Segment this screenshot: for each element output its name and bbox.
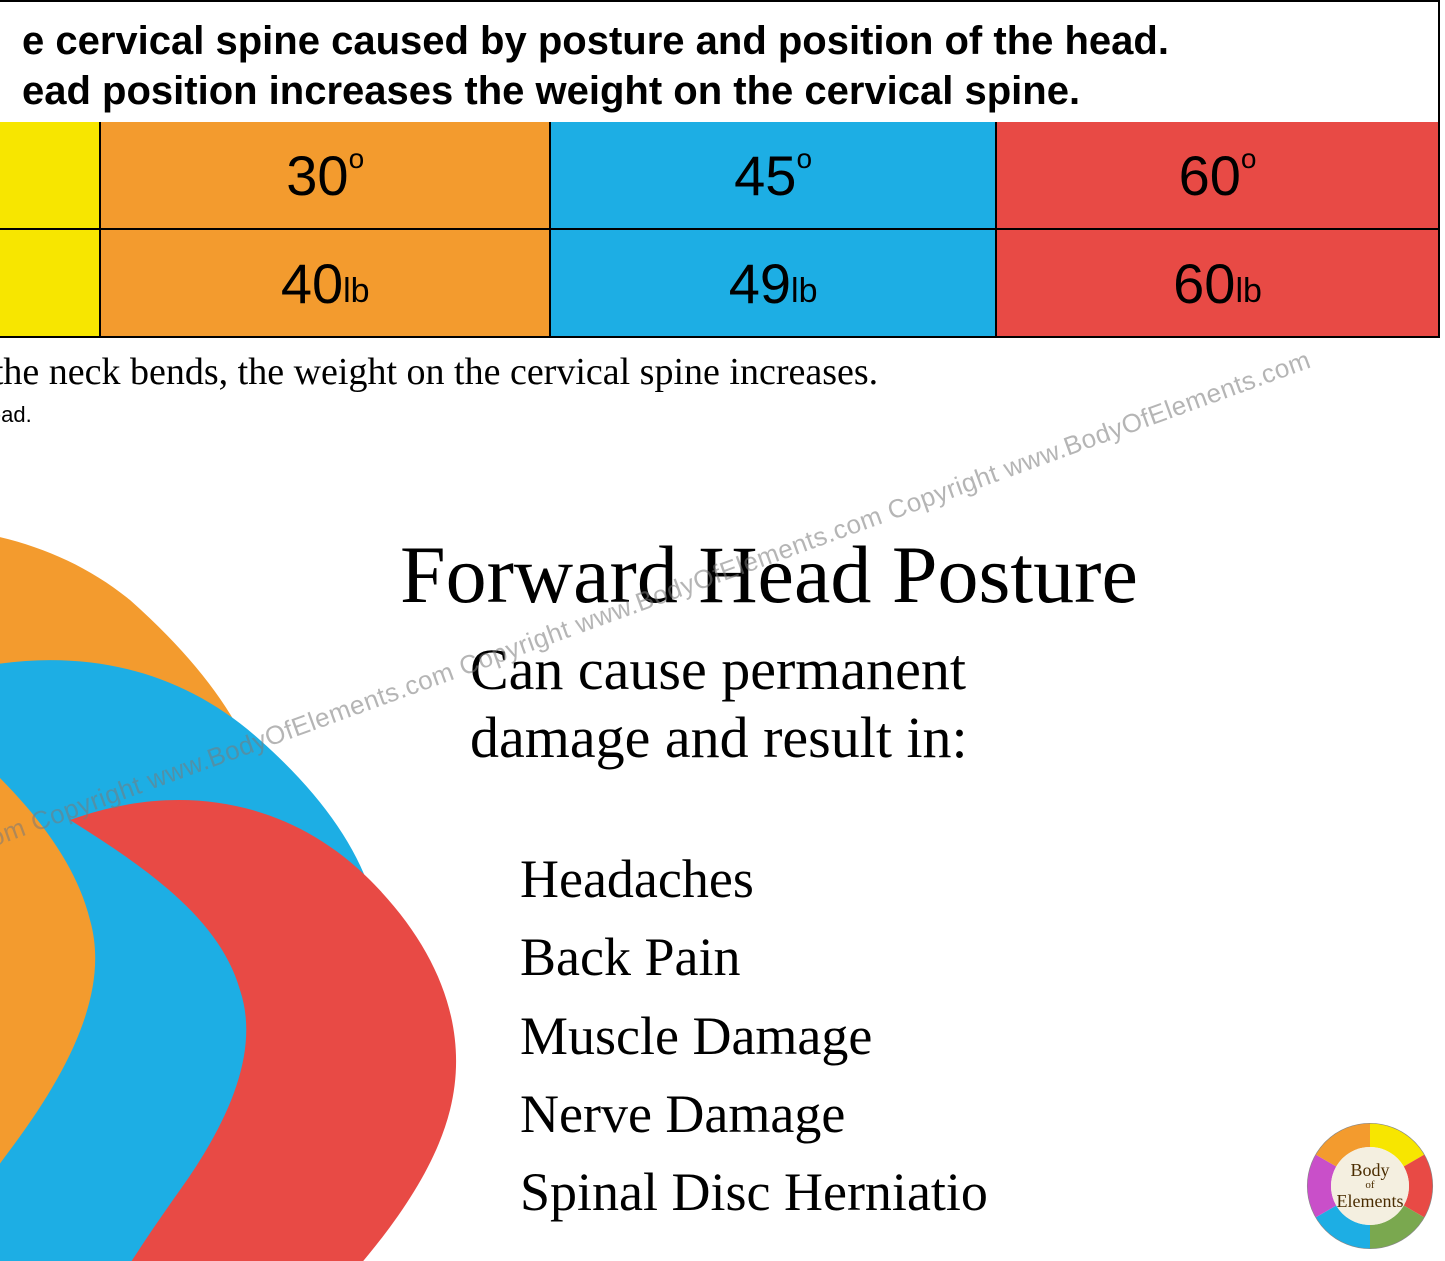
header-box: e cervical spine caused by posture and p…: [0, 0, 1440, 132]
table-cell: 60lb: [995, 230, 1440, 336]
symptom-list: HeadachesBack PainMuscle DamageNerve Dam…: [520, 840, 988, 1231]
posture-silhouette-graphic: [0, 520, 500, 1261]
subtitle-line-1: Can cause permanent: [470, 636, 968, 704]
table-cell: 49lb: [549, 230, 995, 336]
spine-weight-table: 30o45o60o40lb49lb60lb: [0, 122, 1440, 338]
header-line-1: e cervical spine caused by posture and p…: [22, 16, 1418, 66]
table-cell: 40lb: [99, 230, 549, 336]
section-subtitle: Can cause permanent damage and result in…: [470, 636, 968, 773]
logo-line-1: Body: [1350, 1161, 1389, 1180]
table-cell: 30o: [99, 122, 549, 228]
symptom-item: Spinal Disc Herniatio: [520, 1153, 988, 1231]
header-line-2: ead position increases the weight on the…: [22, 66, 1418, 116]
table-cell: [0, 122, 99, 228]
section-title: Forward Head Posture: [400, 528, 1138, 622]
symptom-item: Headaches: [520, 840, 988, 918]
symptom-item: Back Pain: [520, 918, 988, 996]
subtitle-line-2: damage and result in:: [470, 704, 968, 772]
caption-main: d and the neck bends, the weight on the …: [0, 350, 878, 394]
body-of-elements-logo: Body of Elements: [1305, 1121, 1435, 1251]
table-cell: [0, 230, 99, 336]
symptom-item: Nerve Damage: [520, 1075, 988, 1153]
symptom-item: Muscle Damage: [520, 997, 988, 1075]
table-row: 40lb49lb60lb: [0, 230, 1440, 338]
logo-line-3: Elements: [1337, 1192, 1404, 1211]
caption-footnote: the head.: [0, 402, 32, 428]
logo-text: Body of Elements: [1305, 1121, 1435, 1251]
table-cell: 45o: [549, 122, 995, 228]
table-row: 30o45o60o: [0, 122, 1440, 230]
table-cell: 60o: [995, 122, 1440, 228]
